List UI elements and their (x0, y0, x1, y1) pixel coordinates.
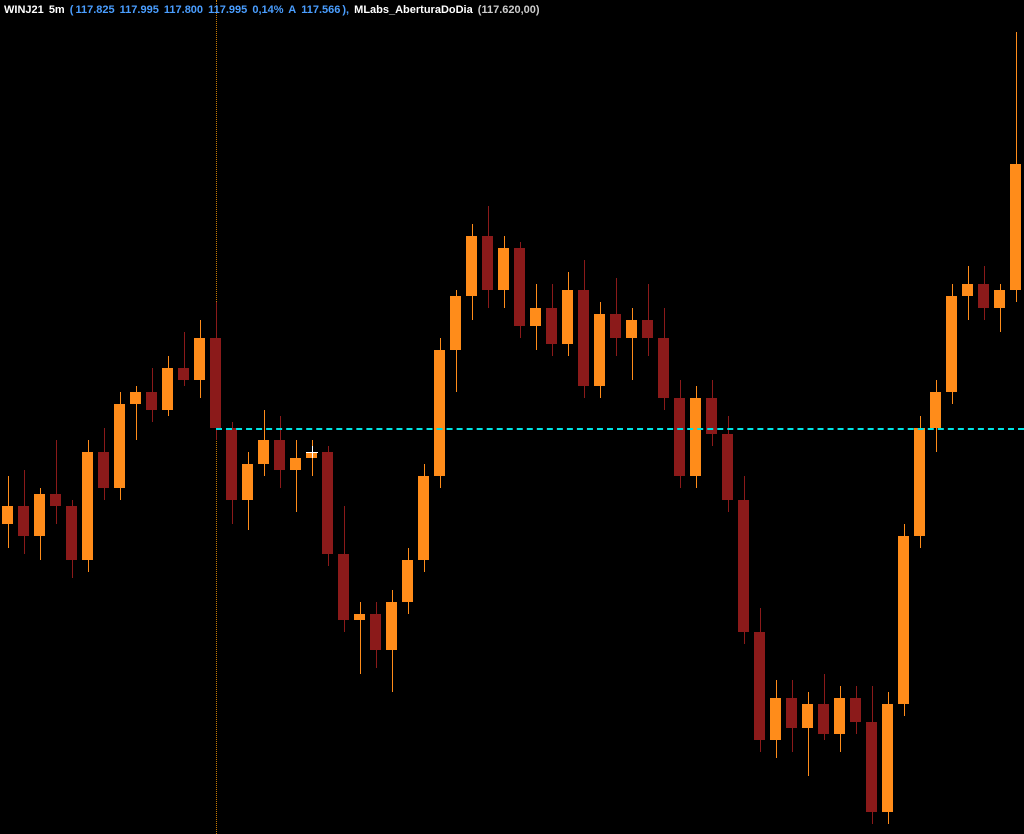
candle-body (994, 290, 1005, 308)
candle-body (978, 284, 989, 308)
candle-body (98, 452, 109, 488)
opening-price-line (216, 428, 1024, 430)
indicator-name: MLabs_AberturaDoDia (354, 4, 473, 16)
candle-body (530, 308, 541, 326)
candle-body (418, 476, 429, 560)
indicator-value: (117.620,00) (478, 4, 540, 16)
candle-body (658, 338, 669, 398)
candle-body (930, 392, 941, 428)
candle-body (242, 464, 253, 500)
candle-body (594, 314, 605, 386)
candle-body (866, 722, 877, 812)
candle-body (546, 308, 557, 344)
candle-body (562, 290, 573, 344)
candle-body (482, 236, 493, 290)
candle-body (130, 392, 141, 404)
candle-body (498, 248, 509, 290)
candle-body (914, 428, 925, 536)
candle-body (274, 440, 285, 470)
candle-body (754, 632, 765, 740)
candle-body (34, 494, 45, 536)
candle-body (386, 602, 397, 650)
candle-body (322, 452, 333, 554)
candle-body (258, 440, 269, 464)
candle-body (786, 698, 797, 728)
candle-body (770, 698, 781, 740)
chart-header: WINJ21 5m (117.825 117.995 117.800 117.9… (4, 4, 542, 16)
candle-body (690, 398, 701, 476)
plot-area[interactable] (0, 0, 1024, 834)
candle-body (290, 458, 301, 470)
candle-body (1010, 164, 1021, 290)
crosshair-v (312, 446, 313, 458)
candle-body (82, 452, 93, 560)
candle-body (338, 554, 349, 620)
ohlc-open: 117.825 (75, 4, 114, 16)
candle-body (50, 494, 61, 506)
candle-body (226, 428, 237, 500)
symbol-label: WINJ21 (4, 4, 44, 16)
candle-body (962, 284, 973, 296)
candle-body (114, 404, 125, 488)
candle-body (18, 506, 29, 536)
candle-body (162, 368, 173, 410)
ohlc-low: 117.800 (164, 4, 203, 16)
candle-body (674, 398, 685, 476)
ohlc-change: 0,14% (252, 4, 283, 16)
candle-body (738, 500, 749, 632)
timeframe-label: 5m (49, 4, 65, 16)
candle-body (610, 314, 621, 338)
candle-body (354, 614, 365, 620)
candle-wick (360, 602, 361, 674)
ohlc-a-prefix: A (288, 4, 296, 16)
candle-body (850, 698, 861, 722)
candle-body (578, 290, 589, 386)
ohlc-close: 117.995 (208, 4, 247, 16)
candle-body (898, 536, 909, 704)
ohlc-open-paren: ( (70, 4, 74, 16)
candle-body (402, 560, 413, 602)
candle-body (642, 320, 653, 338)
candle-body (194, 338, 205, 380)
candle-body (802, 704, 813, 728)
candle-body (626, 320, 637, 338)
candle-body (450, 296, 461, 350)
candle-body (210, 338, 221, 428)
candle-body (834, 698, 845, 734)
ohlc-high: 117.995 (120, 4, 159, 16)
candle-wick (56, 440, 57, 524)
ohlc-close-paren: ), (342, 4, 349, 16)
candle-body (146, 392, 157, 410)
candlestick-chart[interactable]: WINJ21 5m (117.825 117.995 117.800 117.9… (0, 0, 1024, 834)
candle-body (514, 248, 525, 326)
candle-body (370, 614, 381, 650)
candle-body (722, 434, 733, 500)
candle-body (66, 506, 77, 560)
candle-body (178, 368, 189, 380)
candle-wick (296, 440, 297, 512)
candle-wick (632, 308, 633, 380)
candle-body (434, 350, 445, 476)
candle-body (946, 296, 957, 392)
ohlc-a-value: 117.566 (301, 4, 340, 16)
candle-body (466, 236, 477, 296)
candle-body (882, 704, 893, 812)
candle-body (2, 506, 13, 524)
candle-body (818, 704, 829, 734)
